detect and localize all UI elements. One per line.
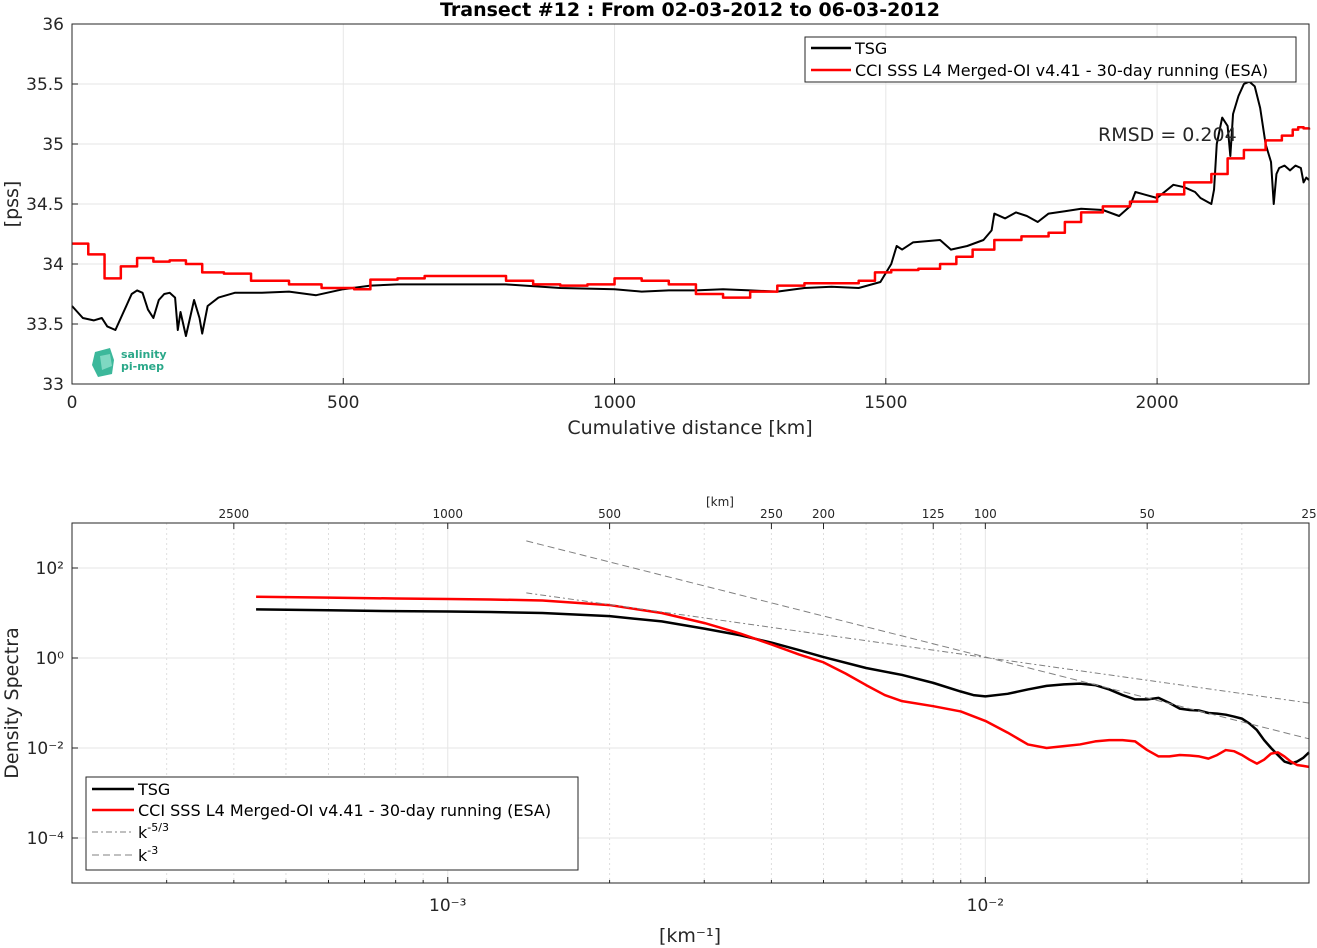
bottom-y-tick-label: 10⁻⁴ [27,829,65,849]
top-x-tick-label: 500 [327,393,359,413]
tsg-series-line [71,80,1310,337]
k3-reference-line [526,540,1310,740]
logo-text-line1: salinity [121,348,167,361]
legend-label-cci: CCI SSS L4 Merged-OI v4.41 - 30-day runn… [855,61,1268,80]
bottom-plot-frame [71,522,1310,884]
top-km-tick-label: 50 [1140,507,1155,521]
top-x-axis-label: Cumulative distance [km] [567,417,812,439]
bottom-x-tick-label: 10⁻² [967,896,1004,916]
bottom-legend: TSG CCI SSS L4 Merged-OI v4.41 - 30-day … [85,776,579,871]
top-km-tick-label: 25 [1301,507,1316,521]
cci-series-line [72,125,1311,299]
cci-spectrum-line [256,595,1310,769]
top-legend: TSG CCI SSS L4 Merged-OI v4.41 - 30-day … [804,36,1297,83]
bottom-series [256,540,1310,769]
salinity-pi-mep-logo: salinity pi-mep [92,348,167,377]
top-x-tick-label: 0 [67,393,78,413]
top-y-tick-label: 33 [42,375,64,395]
bottom-y-axis-label: Density Spectra [1,627,23,778]
top-y-tick-label: 34 [42,255,64,275]
bottom-y-tick-label: 10⁰ [36,649,65,669]
logo-text-line2: pi-mep [121,360,164,373]
legend-label-tsg: TSG [854,39,887,58]
legend2-label-k53: k-5/3 [138,821,169,842]
top-km-tick-label: 200 [812,507,835,521]
top-y-tick-label: 34.5 [26,195,64,215]
top-y-tick-label: 36 [42,15,64,35]
top-x-tick-label: 1500 [864,393,907,413]
top-y-tick-label: 35.5 [26,75,64,95]
top-axis-unit-label: [km] [706,495,734,509]
legend2-label-tsg: TSG [137,780,170,799]
legend2-label-cci: CCI SSS L4 Merged-OI v4.41 - 30-day runn… [138,801,551,820]
top-km-tick-label: 100 [974,507,997,521]
top-y-axis-label: [pss] [1,181,23,228]
k53-reference-line [526,592,1310,704]
rmsd-annotation: RMSD = 0.204 [1098,124,1237,146]
chart-title: Transect #12 : From 02-03-2012 to 06-03-… [440,0,940,21]
bottom-x-axis-label: [km⁻¹] [659,925,721,947]
bottom-y-tick-label: 10⁻² [27,739,64,759]
top-plot-frame [71,23,1310,385]
top-y-tick-label: 35 [42,135,64,155]
transect-chart: Transect #12 : From 02-03-2012 to 06-03-… [1,0,1311,439]
top-y-tick-label: 33.5 [26,315,64,335]
top-km-tick-label: 1000 [432,507,463,521]
top-ticks: 0 500 1000 1500 2000 33 33.5 34 34.5 35 35.5 36 [26,15,1179,413]
bottom-y-tick-label: 10² [36,559,64,579]
top-series [71,80,1311,337]
spectra-chart: 10⁻³ 10⁻² 10⁻⁴ 10⁻² 10⁰ 10² 2500 1000 500 250 200 1… [1,495,1317,947]
top-km-tick-label: 500 [598,507,621,521]
legend2-label-k3: k-3 [138,844,158,865]
top-x-tick-label: 2000 [1135,393,1178,413]
top-km-tick-label: 2500 [219,507,250,521]
top-km-tick-label: 125 [922,507,945,521]
top-x-tick-label: 1000 [593,393,636,413]
tsg-spectrum-line [256,608,1310,765]
top-km-tick-label: 250 [760,507,783,521]
bottom-x-tick-label: 10⁻³ [429,896,466,916]
